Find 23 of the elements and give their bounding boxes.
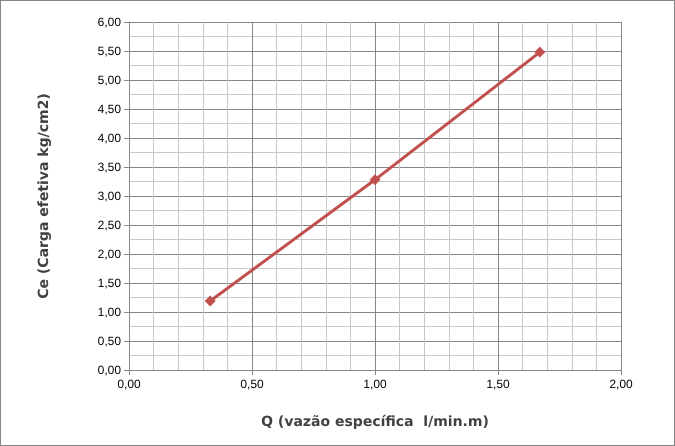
y-tick-label: 5,50 xyxy=(98,44,122,58)
point xyxy=(370,174,380,186)
point xyxy=(534,46,546,58)
x-tick-label: 0,00 xyxy=(117,377,141,391)
x-tick-label: 0,50 xyxy=(240,377,264,391)
y-tick-label: 1,50 xyxy=(98,276,122,290)
y-tick-label: 1,00 xyxy=(98,305,122,319)
y-axis-title: Ce (Carga efetiva kg/cm2) xyxy=(36,93,52,299)
y-tick-label: 3,00 xyxy=(98,189,122,203)
y-tick-label: 2,00 xyxy=(98,247,122,261)
y-tick-label: 6,00 xyxy=(98,15,122,29)
y-tick-label: 3,50 xyxy=(98,160,122,174)
y-tick-label: 0,50 xyxy=(98,334,122,348)
x-axis-title: Q (vazão específica l/min.m) xyxy=(261,414,489,430)
y-tick-label: 2,50 xyxy=(98,218,122,232)
point xyxy=(204,295,216,306)
y-tick-label: 4,00 xyxy=(98,131,122,145)
y-tick-label: 4,50 xyxy=(98,102,122,116)
y-tick-label: 5,00 xyxy=(98,73,122,87)
y-tick-label: 0,00 xyxy=(98,363,122,377)
x-tick-label: 1,50 xyxy=(486,377,510,391)
x-tick-label: 1,00 xyxy=(363,377,387,391)
x-tick-label: 2,00 xyxy=(609,377,633,391)
